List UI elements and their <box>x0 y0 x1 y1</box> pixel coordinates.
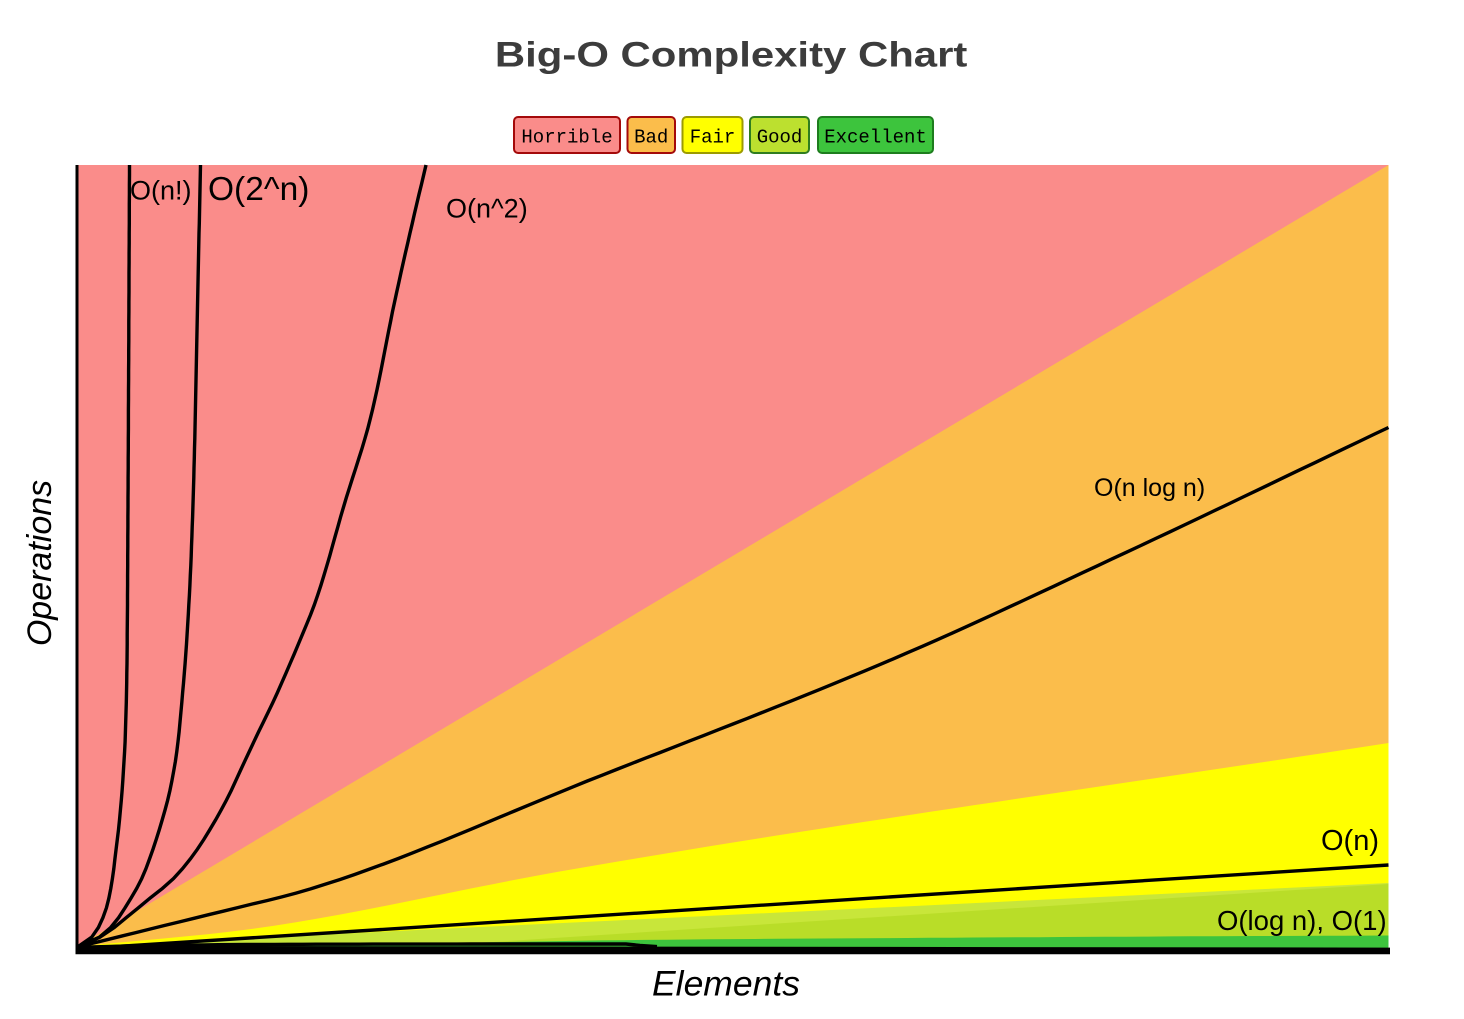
svg-text:Fair: Fair <box>690 127 736 149</box>
svg-text:O(n!): O(n!) <box>130 176 192 206</box>
svg-text:Big-O Complexity Chart: Big-O Complexity Chart <box>495 36 968 75</box>
svg-text:O(n^2): O(n^2) <box>446 194 528 224</box>
svg-text:O(log n), O(1): O(log n), O(1) <box>1217 905 1387 936</box>
svg-text:Bad: Bad <box>634 127 668 149</box>
svg-text:Horrible: Horrible <box>521 127 612 149</box>
svg-text:Elements: Elements <box>652 964 800 1004</box>
svg-text:Good: Good <box>757 127 803 149</box>
svg-text:O(2^n): O(2^n) <box>208 171 309 208</box>
svg-text:Excellent: Excellent <box>824 127 927 149</box>
svg-text:Operations: Operations <box>21 480 59 646</box>
svg-text:O(n): O(n) <box>1321 825 1379 857</box>
svg-text:O(n log n): O(n log n) <box>1094 474 1205 502</box>
